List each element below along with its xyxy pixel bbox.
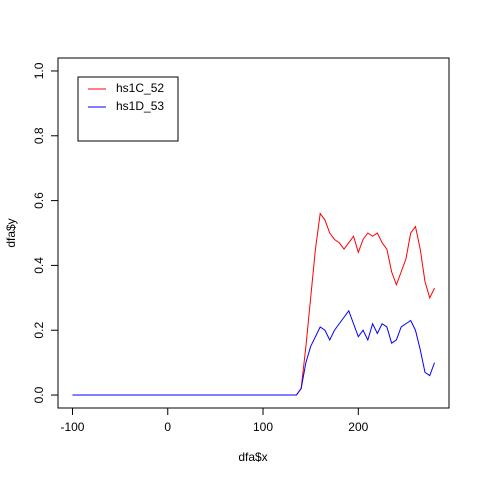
x-tick-label: 200	[348, 420, 368, 434]
data-line	[72, 309, 435, 396]
y-tick-label: 0.8	[32, 127, 46, 144]
y-tick-label: 0.2	[32, 322, 46, 339]
x-axis-label: dfa$x	[238, 450, 267, 464]
y-tick-label: 1.0	[32, 62, 46, 79]
y-tick-label: 0.4	[32, 257, 46, 274]
legend-label: hs1C_52	[116, 81, 164, 95]
x-tick-label: -100	[60, 420, 84, 434]
y-tick-label: 0.6	[32, 192, 46, 209]
legend-label: hs1D_53	[116, 99, 164, 113]
legend-box	[77, 76, 179, 142]
x-tick-label: 100	[253, 420, 273, 434]
y-tick-label: 0.0	[32, 386, 46, 403]
y-axis-label: dfa$y	[4, 218, 18, 247]
x-tick-label: 0	[164, 420, 171, 434]
data-line	[72, 212, 435, 396]
